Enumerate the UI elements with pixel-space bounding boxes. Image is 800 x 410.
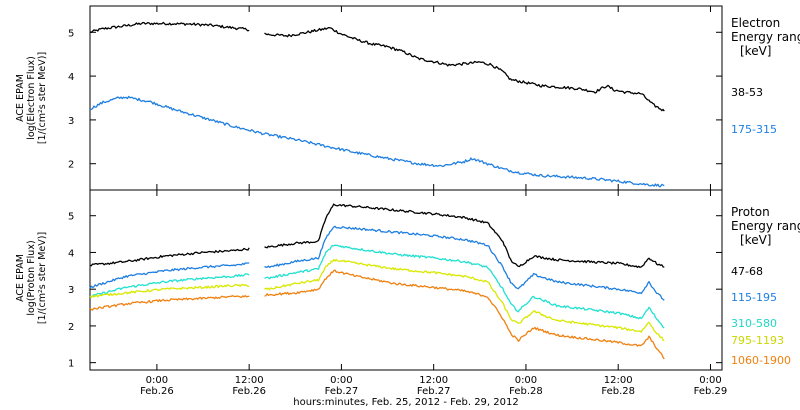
proton-ytick-label: 4 (68, 248, 74, 259)
electron-legend-entry-2: 175-315 (731, 123, 777, 136)
proton-ytick-label: 2 (68, 322, 74, 333)
xtick-date-label: Feb.26 (140, 386, 174, 397)
xtick-date-label: Feb.26 (232, 386, 266, 397)
xtick-time-label: 0:00 (699, 375, 721, 386)
proton-ylabel-line-3: [1/(cm²s ster MeV)] (37, 232, 48, 324)
x-axis-title: hours:minutes, Feb. 25, 2012 - Feb. 29, … (293, 397, 518, 408)
electron-y-axis-label: ACE EPAM log(Electron Flux) [1/(cm²s ste… (15, 52, 48, 144)
xtick-time-label: 0:00 (146, 375, 168, 386)
proton-series-layer (89, 203, 665, 360)
proton-legend-entry-2: 115-195 (731, 291, 777, 304)
proton-legend-entry-5: 1060-1900 (731, 354, 791, 367)
electron-ytick-label: 3 (68, 116, 74, 127)
proton-legend-title-1: Proton (731, 205, 770, 219)
xtick-date-label: Feb.28 (601, 386, 635, 397)
proton-panel: 1 2 3 4 5 ACE EPAM log(Proton Flux) [1/(cm²s… (15, 189, 800, 371)
xtick-date-label: Feb.27 (325, 386, 359, 397)
electron-ylabel-line-1: ACE EPAM (15, 74, 26, 122)
proton-y-axis-label: ACE EPAM log(Proton Flux) [1/(cm²s ster … (15, 232, 48, 324)
xtick-time-label: 12:00 (419, 375, 448, 386)
proton-legend: Proton Energy range [keV] 47-68 115-195 … (731, 205, 800, 367)
proton-ytick-label: 3 (68, 285, 74, 296)
proton-ytick-label: 1 (68, 359, 74, 370)
proton-series-310-580-line (89, 273, 250, 298)
electron-legend-title-3: [keV] (740, 44, 771, 58)
electron-series-38-53-line (264, 26, 665, 112)
electron-series-layer (89, 21, 665, 188)
electron-legend-entry-1: 38-53 (731, 86, 763, 99)
proton-series-47-68-line (264, 203, 665, 269)
xtick-time-label: 12:00 (235, 375, 264, 386)
electron-series-38-53-line (89, 21, 250, 34)
proton-series-115-195-line (89, 262, 250, 289)
proton-legend-entry-3: 310-580 (731, 317, 777, 330)
proton-series-47-68-line (89, 247, 250, 267)
proton-series-1060-1900-line (264, 269, 665, 360)
x-axis-ticks: 0:00Feb.2612:00Feb.260:00Feb.2712:00Feb.… (140, 6, 727, 397)
electron-panel: 2 3 4 5 ACE EPAM log(Electron Flux) [1/(cm²… (15, 5, 800, 191)
xtick-time-label: 12:00 (604, 375, 633, 386)
xtick-date-label: Feb.28 (509, 386, 543, 397)
electron-ytick-label: 5 (68, 28, 74, 39)
proton-legend-entry-4: 795-1193 (731, 334, 784, 347)
xtick-date-label: Feb.27 (417, 386, 451, 397)
electron-legend-title-2: Energy range (731, 30, 800, 44)
proton-legend-title-2: Energy range (731, 219, 800, 233)
electron-ytick-label: 4 (68, 72, 74, 83)
proton-series-310-580-line (264, 244, 665, 329)
proton-y-ticks: 1 2 3 4 5 (68, 212, 722, 370)
electron-y-ticks: 2 3 4 5 (68, 28, 722, 171)
electron-plot-frame (89, 5, 723, 191)
electron-legend: Electron Energy range [keV] 38-53 175-31… (731, 16, 800, 136)
proton-legend-title-3: [keV] (740, 233, 771, 247)
electron-series-175-315-line (89, 95, 665, 188)
proton-plot-frame (89, 189, 723, 371)
electron-legend-title-1: Electron (731, 16, 780, 30)
proton-ytick-label: 5 (68, 212, 74, 223)
electron-ylabel-line-3: [1/(cm²s ster MeV)] (37, 52, 48, 144)
proton-series-795-1193-line (89, 283, 250, 299)
proton-series-1060-1900-line (89, 295, 250, 311)
proton-ylabel-line-2: log(Proton Flux) (26, 240, 37, 315)
proton-series-115-195-line (264, 225, 665, 301)
xtick-time-label: 0:00 (515, 375, 537, 386)
proton-legend-entry-1: 47-68 (731, 265, 763, 278)
electron-ylabel-line-2: log(Electron Flux) (26, 56, 37, 140)
xtick-date-label: Feb.29 (694, 386, 728, 397)
xtick-time-label: 0:00 (330, 375, 352, 386)
proton-ylabel-line-1: ACE EPAM (15, 254, 26, 302)
electron-ytick-label: 2 (68, 160, 74, 171)
proton-series-795-1193-line (264, 258, 665, 342)
